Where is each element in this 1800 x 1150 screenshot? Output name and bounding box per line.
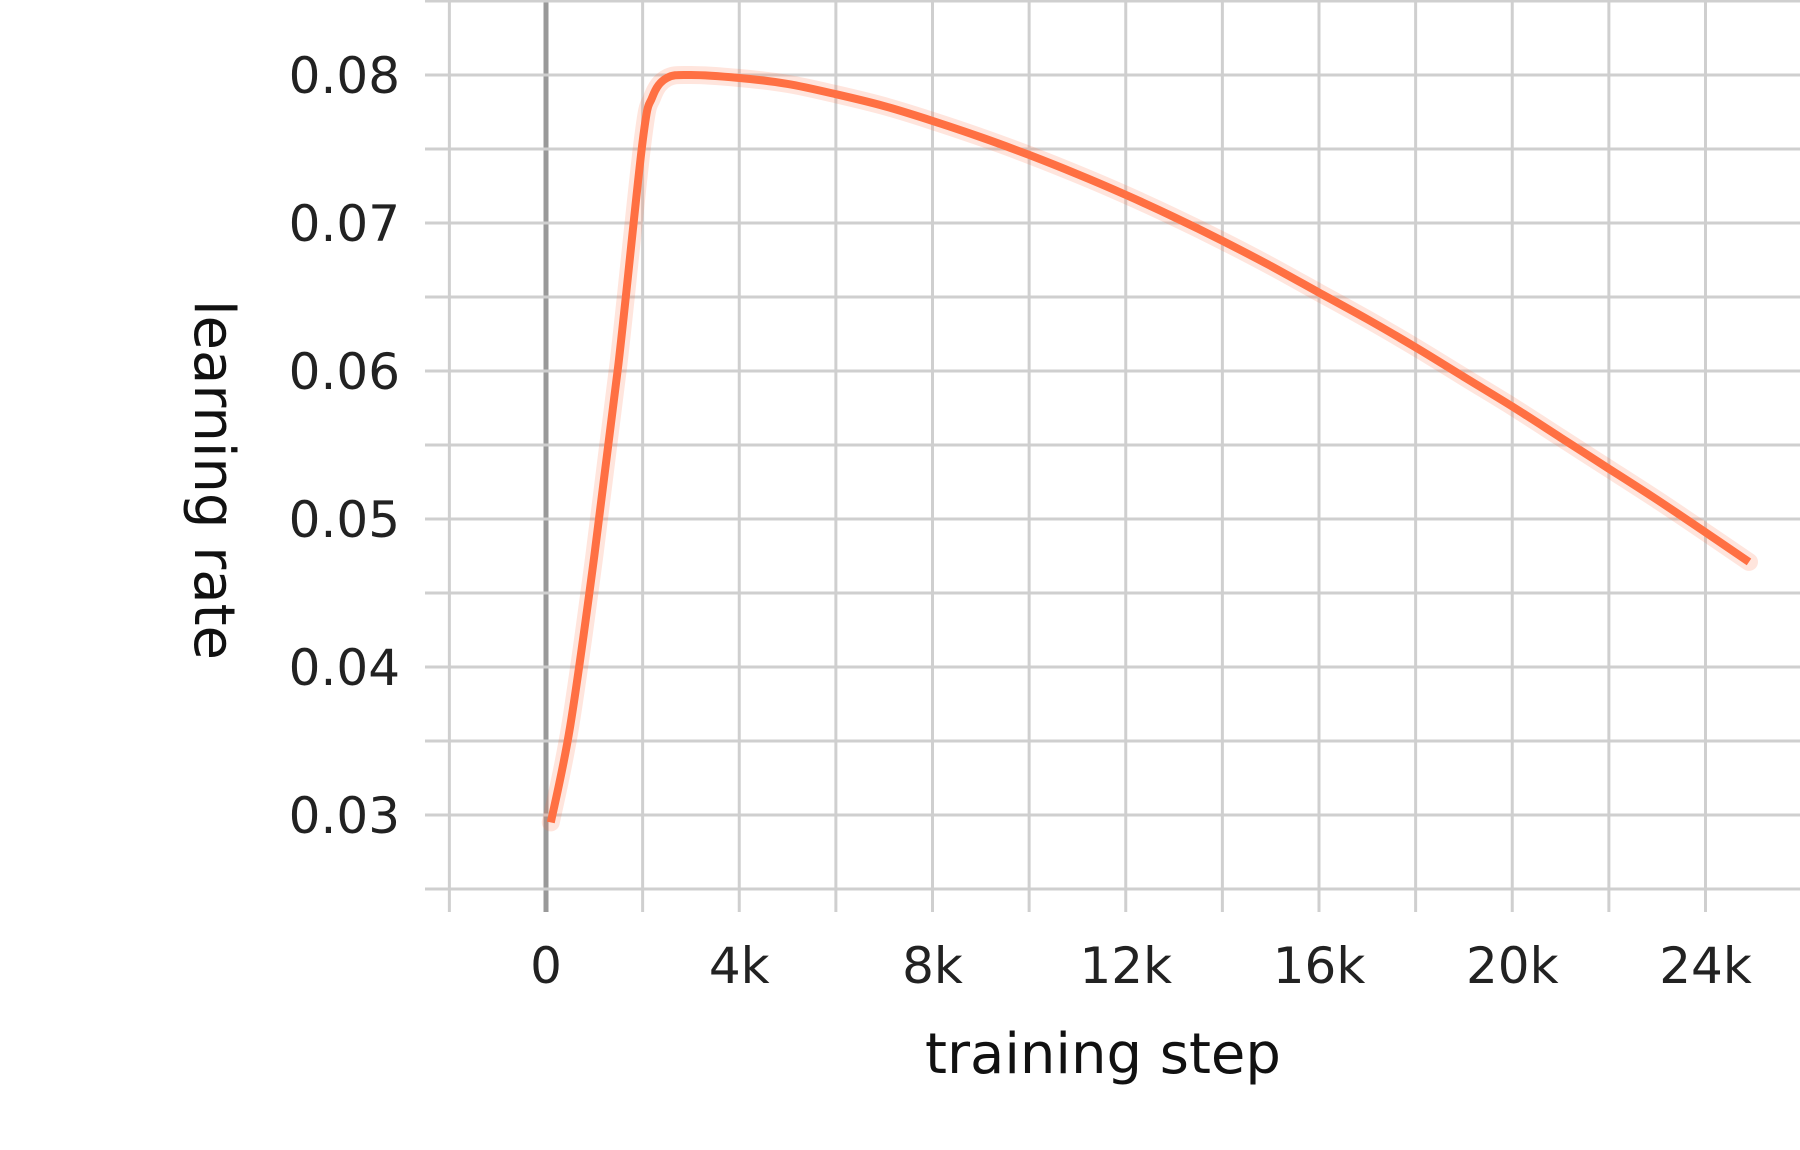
x-axis-label: training step — [925, 1022, 1281, 1087]
x-tick-label: 12k — [1079, 937, 1172, 995]
series-band — [541, 65, 1758, 832]
y-tick-label: 0.04 — [289, 639, 400, 697]
x-tick-label: 24k — [1659, 937, 1752, 995]
series-line — [546, 70, 1752, 824]
series-layer — [541, 65, 1758, 832]
x-tick-label: 8k — [902, 937, 963, 995]
x-tick-label: 16k — [1273, 937, 1366, 995]
x-axis-ticks: 0 4k 8k 12k 16k 20k 24k — [530, 937, 1752, 995]
y-tick-label: 0.07 — [289, 195, 400, 253]
y-axis-label: learning rate — [181, 300, 246, 660]
y-tick-label: 0.08 — [289, 47, 400, 105]
y-tick-label: 0.03 — [289, 787, 400, 845]
y-tick-label: 0.06 — [289, 343, 400, 401]
x-tick-label: 0 — [530, 937, 562, 995]
x-tick-label: 4k — [709, 937, 770, 995]
x-tick-label: 20k — [1466, 937, 1559, 995]
grid — [425, 0, 1800, 912]
y-tick-label: 0.05 — [289, 491, 400, 549]
y-axis-ticks: 0.03 0.04 0.05 0.06 0.07 0.08 — [289, 47, 400, 845]
